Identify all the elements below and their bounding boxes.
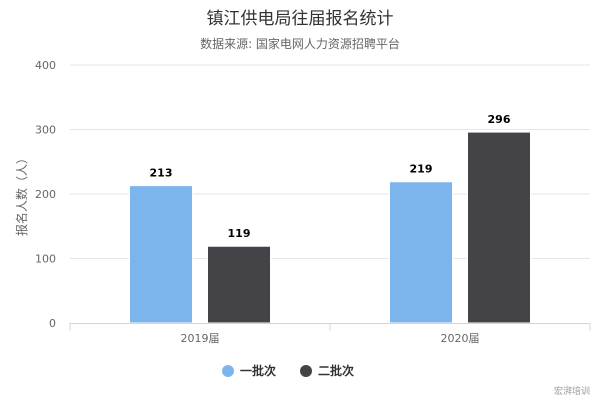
credit-label[interactable]: 宏湃培训 (554, 385, 590, 397)
y-axis-label: 报名人数（人） (14, 152, 29, 236)
bars (129, 131, 531, 324)
data-label: 213 (150, 167, 173, 180)
chart-subtitle: 数据来源: 国家电网人力资源招聘平台 (200, 36, 400, 51)
y-axis-ticks: 0 100 200 300 400 (35, 59, 56, 330)
bar[interactable] (207, 245, 271, 324)
data-labels: 213 219 119 296 (150, 113, 511, 240)
y-tick-label: 200 (35, 188, 56, 201)
y-tick-label: 400 (35, 59, 56, 72)
legend-symbol[interactable] (300, 365, 312, 377)
x-tick-label: 2020届 (441, 332, 480, 345)
legend-symbol[interactable] (222, 365, 234, 377)
chart-title: 镇江供电局往届报名统计 (207, 9, 394, 29)
x-axis: 2019届 2020届 (69, 323, 591, 345)
bar[interactable] (389, 181, 453, 324)
legend-label[interactable]: 二批次 (318, 363, 354, 378)
bar[interactable] (129, 185, 193, 324)
data-label: 296 (488, 113, 511, 126)
y-tick-label: 0 (49, 317, 56, 330)
legend-label[interactable]: 一批次 (240, 363, 276, 378)
x-tick-label: 2019届 (181, 332, 220, 345)
data-label: 119 (228, 227, 251, 240)
y-tick-label: 100 (35, 253, 56, 266)
bar[interactable] (467, 131, 531, 324)
data-label: 219 (410, 163, 433, 176)
y-tick-label: 300 (35, 124, 56, 137)
legend[interactable]: 一批次 二批次 (222, 363, 354, 378)
